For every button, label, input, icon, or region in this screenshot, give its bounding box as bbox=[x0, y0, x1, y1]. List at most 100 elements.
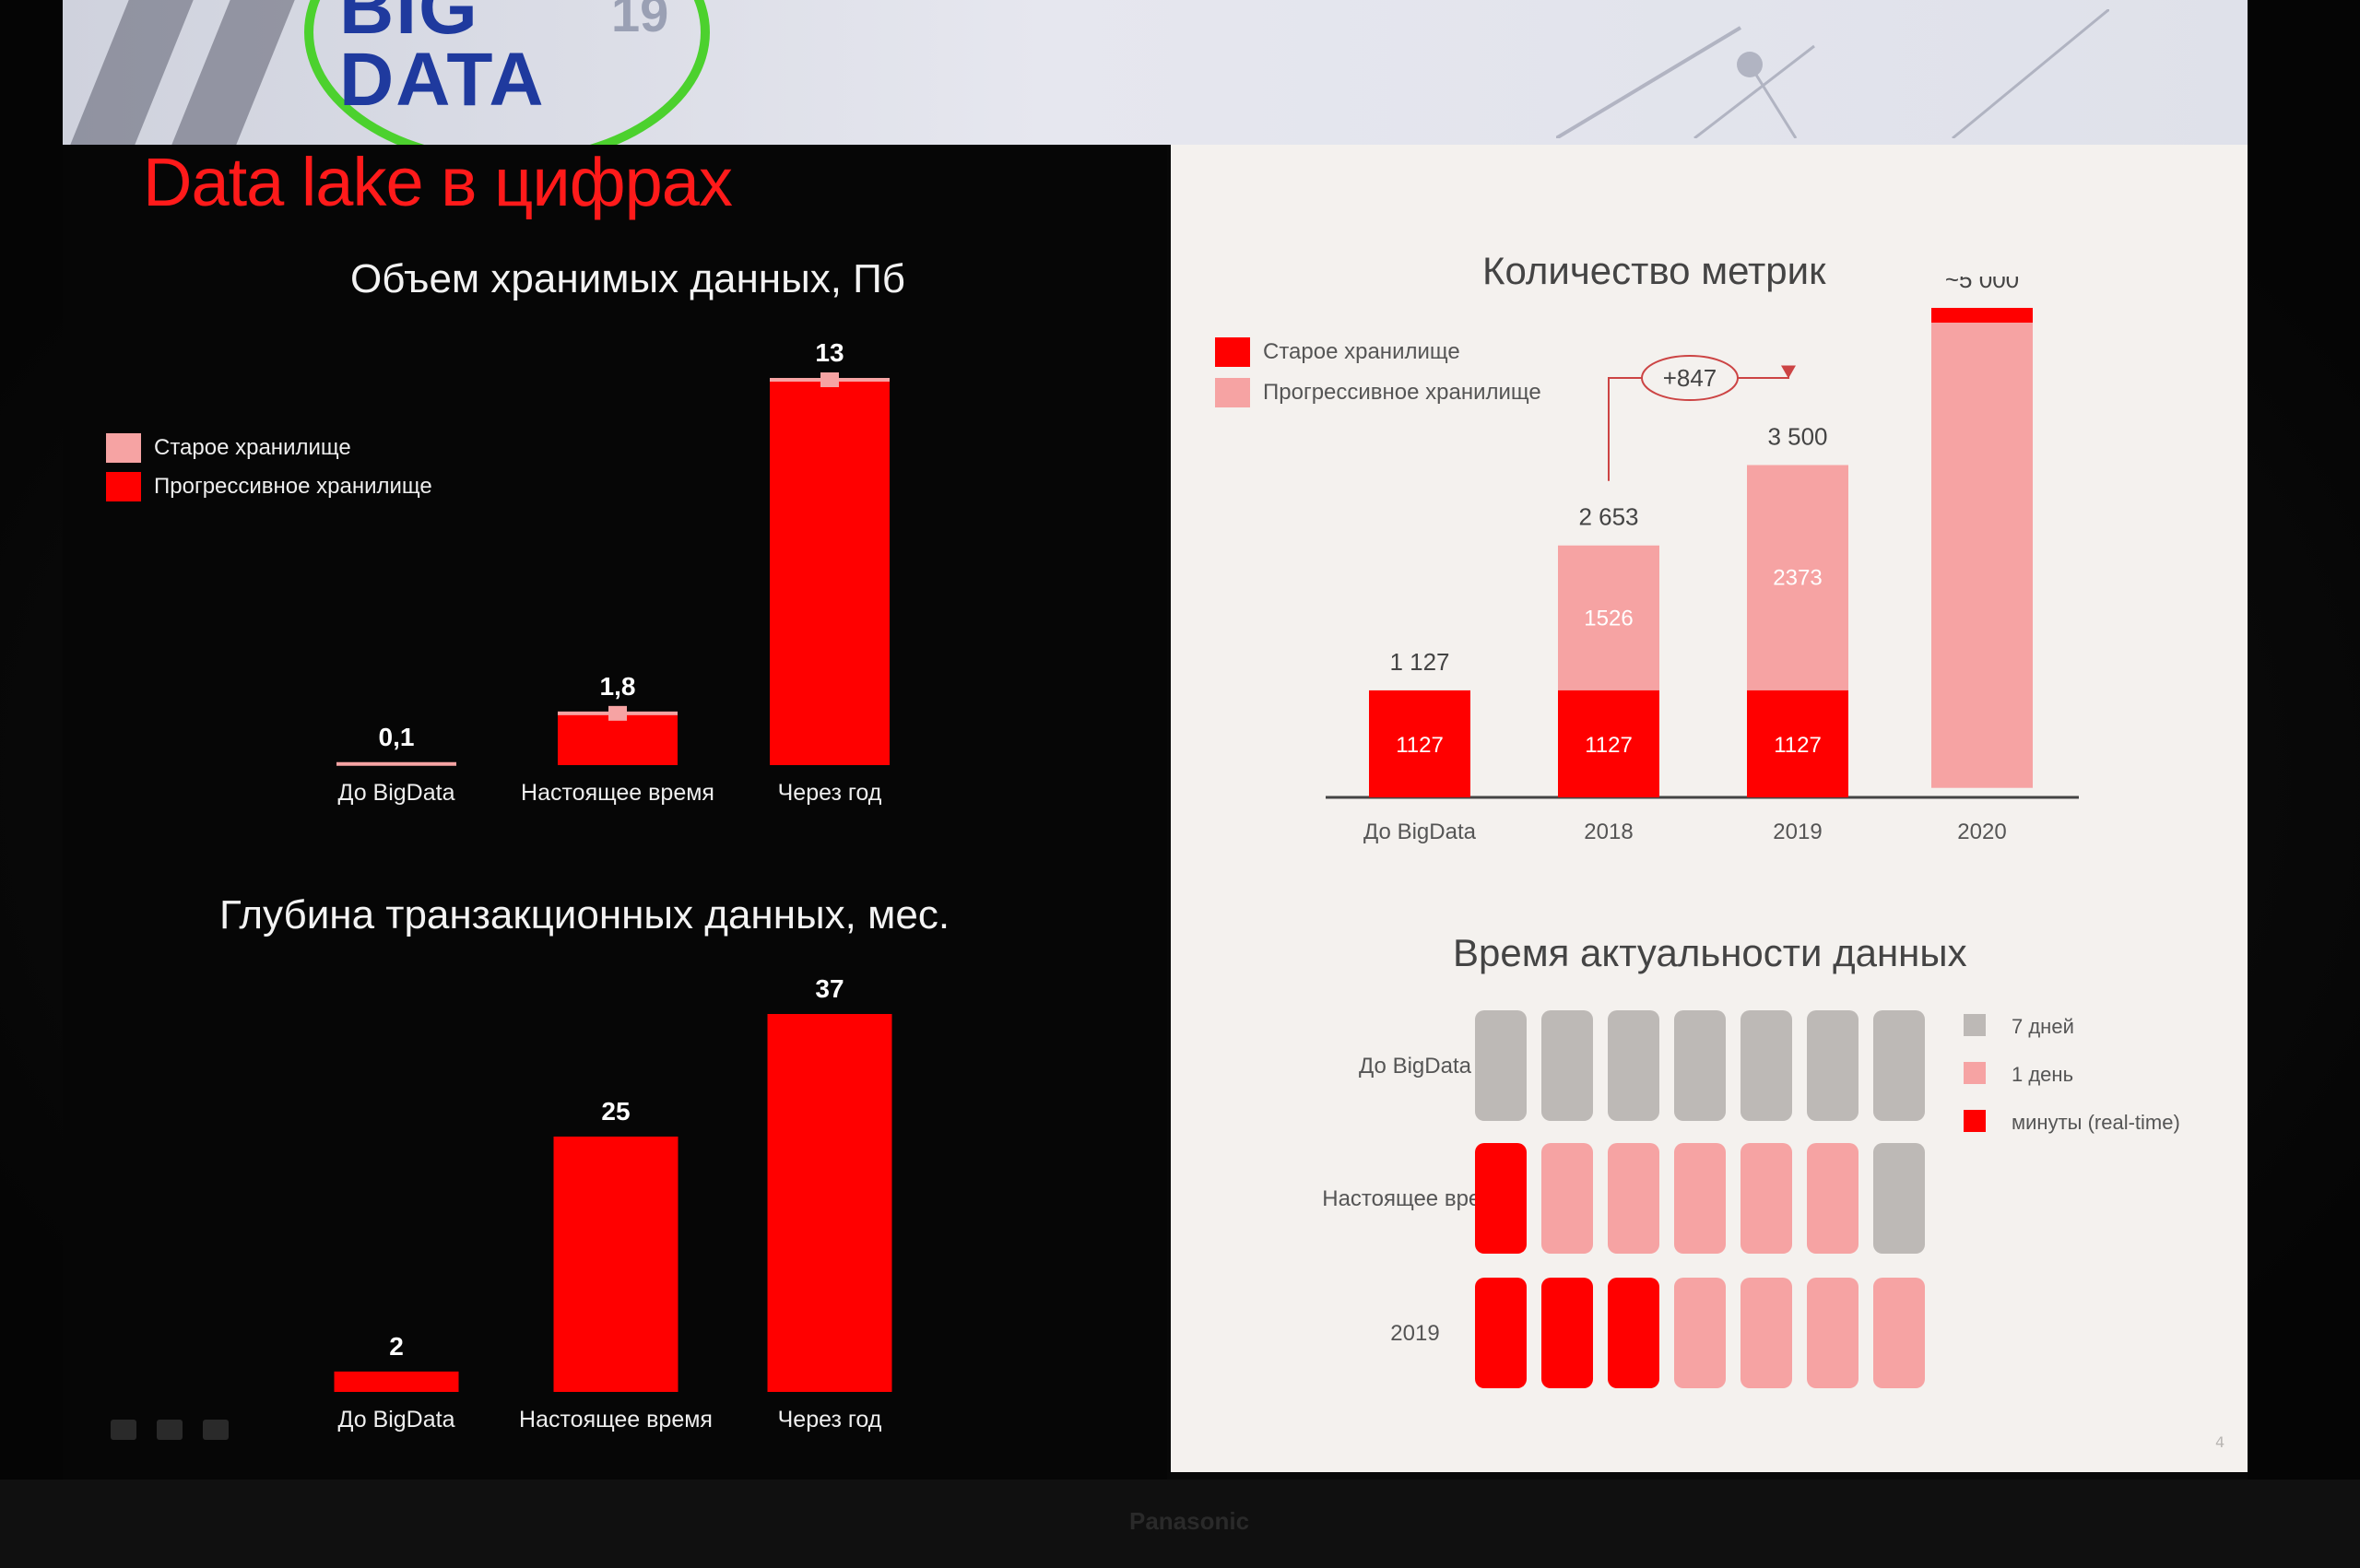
legend-label: 1 день bbox=[2012, 1063, 2073, 1086]
banner-stripe bbox=[171, 0, 295, 145]
bar-value-label: 25 bbox=[601, 1097, 630, 1126]
freshness-cell bbox=[1807, 1278, 1858, 1388]
legend-label: Прогрессивное хранилище bbox=[1263, 380, 1541, 405]
category-label: До BigData bbox=[1363, 819, 1477, 844]
bar-old-storage bbox=[336, 761, 456, 766]
bar-progressive bbox=[1558, 545, 1659, 690]
arrow-icon[interactable] bbox=[203, 1420, 229, 1440]
legend-swatch bbox=[1964, 1014, 1986, 1036]
metrics-count-chart: 1127 1 127 До BigData 1127 1526 2 653 2018 1127… bbox=[1326, 277, 2079, 844]
freshness-cell bbox=[1674, 1278, 1726, 1388]
chart1-legend-old: Старое хранилище bbox=[106, 433, 351, 463]
bar-progressive bbox=[558, 714, 678, 765]
bar bbox=[553, 1136, 678, 1392]
bar-total-label: 1 127 bbox=[1389, 648, 1449, 676]
chart4-title: Время актуальности данных bbox=[1453, 931, 1967, 974]
legend-swatch bbox=[1964, 1062, 1986, 1084]
row-label: 2019 bbox=[1390, 1321, 1439, 1346]
annotation-badge bbox=[1641, 355, 1739, 401]
transaction-depth-chart: 2 До BigData 25 Настоящее время 37 Через год bbox=[334, 974, 892, 1432]
legend-swatch-red bbox=[1215, 337, 1250, 367]
monitor-frame bbox=[0, 1480, 2360, 1568]
annotation-arrowhead bbox=[1781, 365, 1796, 379]
bar-progressive bbox=[1747, 465, 1848, 690]
category-label: 2020 bbox=[1957, 819, 2006, 844]
row-label: До BigData bbox=[1359, 1054, 1472, 1079]
legend-label: минуты (real-time) bbox=[2012, 1111, 2180, 1134]
bar-value-label: 2 bbox=[389, 1332, 404, 1361]
slide-title: Data lake в цифрах bbox=[143, 144, 733, 220]
category-label: До BigData bbox=[337, 780, 454, 806]
segment-label: 2373 bbox=[1773, 566, 1822, 591]
bigdata-logo: BIG DATA bbox=[339, 0, 546, 122]
segment-label: 1127 bbox=[1396, 733, 1444, 758]
slides-icon[interactable] bbox=[157, 1420, 183, 1440]
freshness-cell bbox=[1807, 1143, 1858, 1254]
chart2-title: Глубина транзакционных данных, мес. bbox=[219, 892, 950, 937]
segment-label: 1127 bbox=[1774, 733, 1822, 758]
freshness-cell bbox=[1475, 1010, 1527, 1121]
legend-label: Прогрессивное хранилище bbox=[154, 474, 432, 499]
bar-old-storage bbox=[1369, 690, 1470, 797]
category-label: 2019 bbox=[1773, 819, 1822, 844]
legend-swatch-pink bbox=[106, 433, 141, 463]
freshness-cell bbox=[1873, 1143, 1925, 1254]
brand-logo: Panasonic bbox=[1129, 1507, 1250, 1535]
freshness-cell bbox=[1608, 1143, 1659, 1254]
freshness-cell bbox=[1541, 1143, 1593, 1254]
bar-progressive bbox=[1931, 323, 2033, 788]
banner-decoration bbox=[1556, 9, 2109, 138]
segment-label: 1526 bbox=[1584, 606, 1633, 631]
freshness-cell bbox=[1608, 1278, 1659, 1388]
pen-icon[interactable] bbox=[111, 1420, 136, 1440]
freshness-cell bbox=[1674, 1010, 1726, 1121]
logo-line-2: DATA bbox=[339, 38, 546, 122]
logo-line-1: BIG bbox=[339, 0, 479, 50]
legend-swatch-pink bbox=[1215, 378, 1250, 407]
freshness-cell bbox=[1541, 1010, 1593, 1121]
freshness-cell bbox=[1873, 1278, 1925, 1388]
freshness-cell bbox=[1674, 1143, 1726, 1254]
chart1-legend-new: Прогрессивное хранилище bbox=[106, 472, 432, 501]
bar-value-label: 0,1 bbox=[379, 723, 415, 751]
page-number: 4 bbox=[2215, 1433, 2225, 1451]
bar-value-label: 1,8 bbox=[600, 672, 636, 701]
chart3-legend-old: Старое хранилище bbox=[1215, 337, 1460, 367]
chart3-title: Количество метрик bbox=[1482, 249, 1826, 292]
presenter-toolbar[interactable] bbox=[111, 1420, 229, 1440]
freshness-cell bbox=[1740, 1010, 1792, 1121]
chart3-legend-new: Прогрессивное хранилище bbox=[1215, 378, 1541, 407]
bar bbox=[767, 1014, 892, 1392]
conference-banner: BIG DATA 19 bbox=[63, 0, 2248, 145]
freshness-cell bbox=[1475, 1143, 1527, 1254]
freshness-cell bbox=[1807, 1010, 1858, 1121]
category-label: Через год bbox=[778, 1407, 882, 1432]
category-label: До BigData bbox=[337, 1407, 454, 1432]
legend-label: 7 дней bbox=[2012, 1015, 2074, 1038]
bar-value-label: 37 bbox=[815, 974, 844, 1003]
category-label: Через год bbox=[778, 780, 882, 806]
legend-swatch-red bbox=[106, 472, 141, 501]
segment-label: 1127 bbox=[1585, 733, 1633, 758]
freshness-cell bbox=[1873, 1010, 1925, 1121]
annotation-label: +847 bbox=[1663, 364, 1717, 392]
bar-old-storage bbox=[1931, 308, 2033, 323]
logo-year: 19 bbox=[611, 0, 669, 42]
bar-old-storage bbox=[1558, 690, 1659, 797]
bar-value-label: 13 bbox=[815, 338, 844, 367]
marker-old-storage bbox=[608, 705, 627, 721]
bar-progressive bbox=[770, 381, 890, 765]
marker-old-storage bbox=[820, 372, 839, 387]
bar-total-label: 2 653 bbox=[1578, 503, 1638, 531]
bar-old-storage bbox=[1747, 690, 1848, 797]
freshness-cell bbox=[1608, 1010, 1659, 1121]
category-label: Настоящее время bbox=[519, 1407, 713, 1432]
legend-swatch bbox=[1964, 1110, 1986, 1132]
bar-total-label: ~5 000 bbox=[1945, 277, 2019, 293]
category-label: 2018 bbox=[1584, 819, 1633, 844]
category-label: Настоящее время bbox=[521, 780, 714, 806]
freshness-cell bbox=[1740, 1278, 1792, 1388]
storage-volume-chart: 0,1 До BigData 1,8 Настоящее время 13 Через г… bbox=[336, 338, 890, 806]
legend-label: Старое хранилище bbox=[154, 435, 351, 460]
